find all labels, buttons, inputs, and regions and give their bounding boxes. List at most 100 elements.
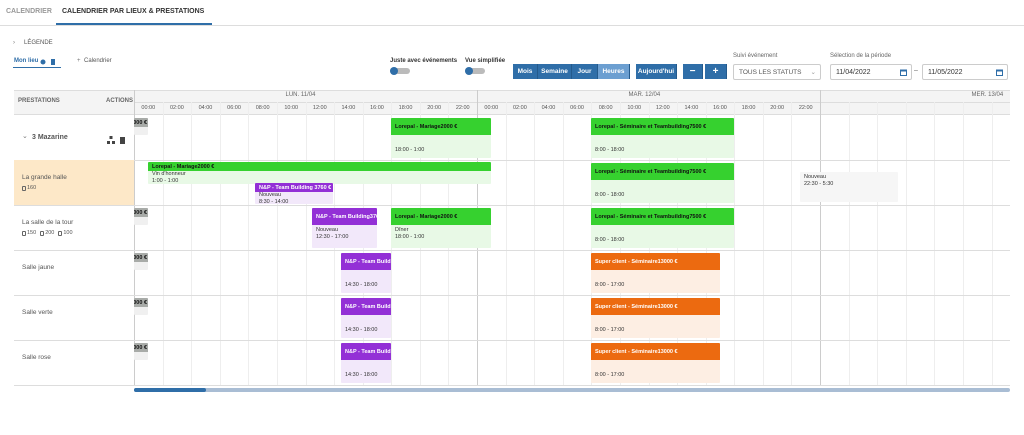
row-name: Salle jaune — [22, 264, 55, 271]
event-time: 8:00 - 17:00 — [595, 282, 625, 288]
row-divider — [14, 385, 1010, 386]
event-title: Super client - Séminaire — [595, 258, 658, 265]
venue-icons[interactable] — [40, 58, 58, 66]
event[interactable]: Lorepal - Mariage 2000 € Vin d'honneur 1:00… — [148, 162, 491, 184]
event[interactable]: 000 € — [134, 208, 148, 225]
row-divider — [14, 205, 1010, 206]
event-header: N&P - Team Building — [341, 253, 391, 270]
add-calendar[interactable]: Calendrier — [84, 58, 112, 64]
event-time: 8:00 - 17:00 — [595, 327, 625, 333]
row-actions[interactable] — [107, 132, 127, 150]
hour-label: 00:00 — [484, 105, 499, 111]
scrollbar[interactable] — [134, 388, 1010, 392]
event[interactable]: 000 € — [134, 343, 148, 360]
view-button[interactable]: Semaine — [538, 64, 572, 79]
day-label: MER. 13/04 — [971, 92, 1004, 98]
plus-icon[interactable]: + — [77, 58, 81, 64]
event-note: Nouveau — [259, 192, 282, 198]
hour-label: 04:00 — [198, 105, 213, 111]
event[interactable]: Super client - Séminaire 13000 € 8:00 - 17… — [591, 298, 720, 338]
capacity: 100 — [58, 230, 73, 236]
header-divider — [134, 102, 1010, 103]
event-price: 000 € — [134, 254, 147, 261]
legend[interactable]: LÉGENDE — [24, 40, 53, 46]
grid-line — [534, 102, 536, 385]
row-chevron[interactable]: ⌄ — [22, 133, 28, 140]
event[interactable]: N&P - Team Building 14:30 - 18:00 — [341, 343, 391, 383]
event[interactable]: Lorepal - Séminaire et Teambuilding 7500 … — [591, 118, 734, 158]
hour-label: 22:00 — [455, 105, 470, 111]
today-button[interactable]: Aujourd'hui — [636, 64, 677, 79]
toggle[interactable] — [390, 67, 410, 75]
event-price: 2000 € — [440, 123, 458, 130]
event[interactable]: N&P - Team Building 14:30 - 18:00 — [341, 298, 391, 338]
event-body: 8:00 - 18:00 — [591, 180, 734, 201]
event-body: Vin d'honneur 1:00 - 1:00 — [148, 171, 491, 184]
divider — [0, 25, 1024, 26]
capacity-value: 200 — [45, 230, 55, 236]
event-header: Lorepal - Mariage 2000 € — [391, 208, 491, 225]
hour-label: 12:00 — [312, 105, 327, 111]
event[interactable]: Super client - Séminaire 13000 € 8:00 - 17… — [591, 343, 720, 383]
venue-tab[interactable]: Mon lieu — [14, 58, 39, 64]
hour-label: 06:00 — [227, 105, 241, 111]
view-button-active[interactable]: Heures — [598, 64, 630, 79]
grid-line — [505, 102, 507, 385]
date-end[interactable]: 11/05/2022 — [922, 64, 1008, 80]
grid-line — [162, 102, 164, 385]
event[interactable]: Lorepal - Séminaire et Teambuilding 7500 … — [591, 163, 734, 203]
event-title: Lorepal - Mariage — [152, 163, 198, 170]
tab[interactable]: CALENDRIER — [6, 8, 52, 15]
event-time: 18:00 - 1:00 — [395, 147, 425, 153]
toggle[interactable] — [465, 67, 485, 75]
event[interactable]: 000 € — [134, 298, 148, 315]
chevron[interactable]: › — [13, 40, 15, 46]
capacity-icon — [22, 185, 26, 191]
event-title: Lorepal - Séminaire et Teambuilding — [595, 123, 690, 130]
zoom-in[interactable]: + — [705, 64, 727, 79]
capacity: 200 — [40, 230, 54, 236]
hour-label: 04:00 — [541, 105, 556, 111]
event-title: Lorepal - Séminaire et Teambuilding — [595, 168, 690, 175]
event[interactable]: Nouveau 22:30 - 5:30 — [800, 172, 898, 202]
zoom-out[interactable]: − — [683, 64, 703, 79]
grid-line — [134, 90, 135, 385]
view-button[interactable]: Jour — [572, 64, 598, 79]
event[interactable]: Lorepal - Mariage 2000 € Dîner 18:00 - 1:00 — [391, 208, 491, 248]
grid-line — [762, 102, 764, 385]
event[interactable]: 000 € — [134, 118, 148, 135]
event[interactable]: Lorepal - Mariage 2000 € 18:00 - 1:00 — [391, 118, 491, 158]
event[interactable]: Lorepal - Séminaire et Teambuilding 7500 … — [591, 208, 734, 248]
event-body: Nouveau 12:30 - 17:00 — [312, 225, 377, 243]
event-header: Lorepal - Séminaire et Teambuilding 7500 … — [591, 208, 734, 225]
hour-label: 14:00 — [684, 105, 699, 111]
event-title: N&P - Team Building — [345, 258, 391, 265]
event-header: Lorepal - Séminaire et Teambuilding 7500 … — [591, 163, 734, 180]
event-body: 8:00 - 18:00 — [591, 225, 734, 246]
hour-label: 14:00 — [341, 105, 356, 111]
event-price: 13000 € — [657, 348, 678, 355]
view-button[interactable]: Mois — [513, 64, 538, 79]
row-divider — [14, 340, 1010, 341]
event-time: 22:30 - 5:30 — [804, 181, 834, 187]
event[interactable]: N&P - Team Building 14:30 - 18:00 — [341, 253, 391, 293]
status-select[interactable]: TOUS LES STATUTS ⌄ — [733, 64, 821, 80]
event-body: 14:30 - 18:00 — [341, 270, 391, 291]
row-divider — [14, 250, 1010, 251]
tab-active[interactable]: CALENDRIER PAR LIEUX & PRESTATIONS — [62, 8, 205, 15]
event-price: 7500 € — [689, 168, 707, 175]
event[interactable]: N&P - Team Building 3760 € Nouveau 8:30 - … — [255, 183, 333, 204]
event[interactable]: 000 € — [134, 253, 148, 270]
event-body: Nouveau 22:30 - 5:30 — [800, 172, 898, 190]
day-label: LUN. 11/04 — [285, 92, 316, 98]
event-price: 000 € — [134, 299, 147, 306]
event[interactable]: Super client - Séminaire 13000 € 8:00 - 17… — [591, 253, 720, 293]
hour-label: 08:00 — [598, 105, 613, 111]
period-label: Sélection de la période — [830, 53, 892, 59]
date-start[interactable]: 11/04/2022 — [830, 64, 912, 80]
grid-line — [248, 102, 250, 385]
event-body: 8:00 - 17:00 — [591, 315, 720, 336]
